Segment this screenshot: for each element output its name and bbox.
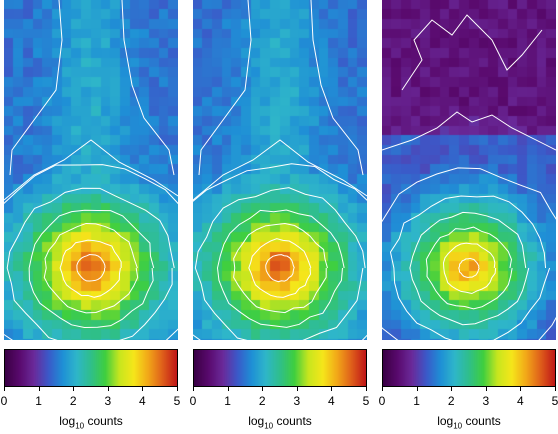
heatmap-image (193, 0, 367, 340)
colorbar-axis-1: 0 1 2 3 4 5 (0, 387, 181, 408)
colorbar-tick (73, 387, 75, 391)
colorbar-tick-label: 4 (517, 394, 524, 408)
contour-ring (43, 222, 139, 314)
colorbar-tick (296, 387, 298, 391)
colorbar-tick (4, 387, 5, 391)
contour-lines (382, 14, 556, 340)
colorbar-label-3: log10 counts (437, 414, 501, 431)
colorbar-tick (382, 387, 383, 391)
colorbar-tick-label: 3 (482, 394, 490, 408)
contour-ring (425, 226, 513, 310)
contour-line (382, 111, 556, 151)
colorbar-tick (485, 387, 487, 391)
contour-ring (193, 163, 367, 340)
colorbar-3 (382, 349, 556, 387)
colorbar-tick-label: 1 (35, 394, 42, 408)
colorbar-tick (451, 387, 453, 391)
colorbar-tick-label: 2 (69, 394, 77, 408)
heatmap-panel-1 (4, 0, 178, 340)
heatmap-image (382, 0, 556, 340)
colorbar-tick-label: 3 (104, 394, 112, 408)
colorbar-tick-label: 0 (189, 394, 197, 408)
contour-ring (442, 242, 497, 295)
contour-ring (194, 187, 366, 340)
colorbar-tick (227, 387, 229, 391)
colorbar-tick (177, 387, 178, 391)
colorbar-tick-label: 2 (258, 394, 266, 408)
colorbar-tick (107, 387, 109, 391)
heatmap-panel-2 (193, 0, 367, 340)
colorbar-label-2: log10 counts (248, 414, 312, 431)
heatmap-image (4, 0, 178, 340)
colorbar-tick-label: 1 (413, 394, 420, 408)
contour-ring (76, 253, 106, 282)
contour-ring (28, 209, 155, 329)
contour-line (9, 0, 63, 176)
contour-lines (193, 0, 367, 340)
colorbar-label-1: log10 counts (59, 414, 123, 431)
colorbar-tick (416, 387, 418, 391)
colorbar-tick (142, 387, 144, 391)
contour-ring (409, 211, 530, 326)
contour-ring (248, 238, 312, 298)
colorbar-tick-label: 5 (362, 394, 370, 408)
contour-ring (382, 167, 556, 340)
colorbar-tick (38, 387, 40, 391)
colorbar-1 (4, 349, 178, 387)
colorbar-tick (555, 387, 556, 391)
contour-ring (233, 223, 328, 314)
colorbar-tick-label: 5 (551, 394, 558, 408)
colorbar-tick-label: 1 (224, 394, 231, 408)
colorbar-tick-label: 0 (378, 394, 386, 408)
colorbar-tick (262, 387, 264, 391)
contour-line (401, 14, 543, 91)
contour-line (4, 139, 178, 201)
colorbar-tick (331, 387, 333, 391)
contour-ring (389, 195, 551, 340)
contour-line (121, 0, 175, 176)
colorbar-tick-label: 0 (0, 394, 8, 408)
contour-ring (59, 239, 122, 298)
colorbar-axis-3: 0 1 2 3 4 5 (378, 387, 558, 408)
colorbar-tick-label: 3 (293, 394, 301, 408)
contour-line (310, 0, 364, 176)
contour-ring (216, 209, 345, 328)
heatmap-panel-3 (382, 0, 556, 340)
colorbar-tick (193, 387, 194, 391)
contour-ring (458, 257, 480, 278)
colorbar-2 (193, 349, 367, 387)
colorbar-tick (366, 387, 367, 391)
colorbar-tick-label: 5 (173, 394, 181, 408)
colorbar-tick-label: 4 (139, 394, 146, 408)
colorbar-tick-label: 2 (447, 394, 455, 408)
colorbar-axis-2: 0 1 2 3 4 5 (189, 387, 370, 408)
contour-ring (265, 254, 295, 283)
colorbar-tick-label: 4 (328, 394, 335, 408)
contour-ring (6, 187, 175, 340)
contour-lines (4, 0, 178, 340)
colorbar-tick (520, 387, 522, 391)
contour-line (193, 139, 367, 201)
contour-line (198, 0, 252, 176)
contour-ring (4, 164, 178, 340)
